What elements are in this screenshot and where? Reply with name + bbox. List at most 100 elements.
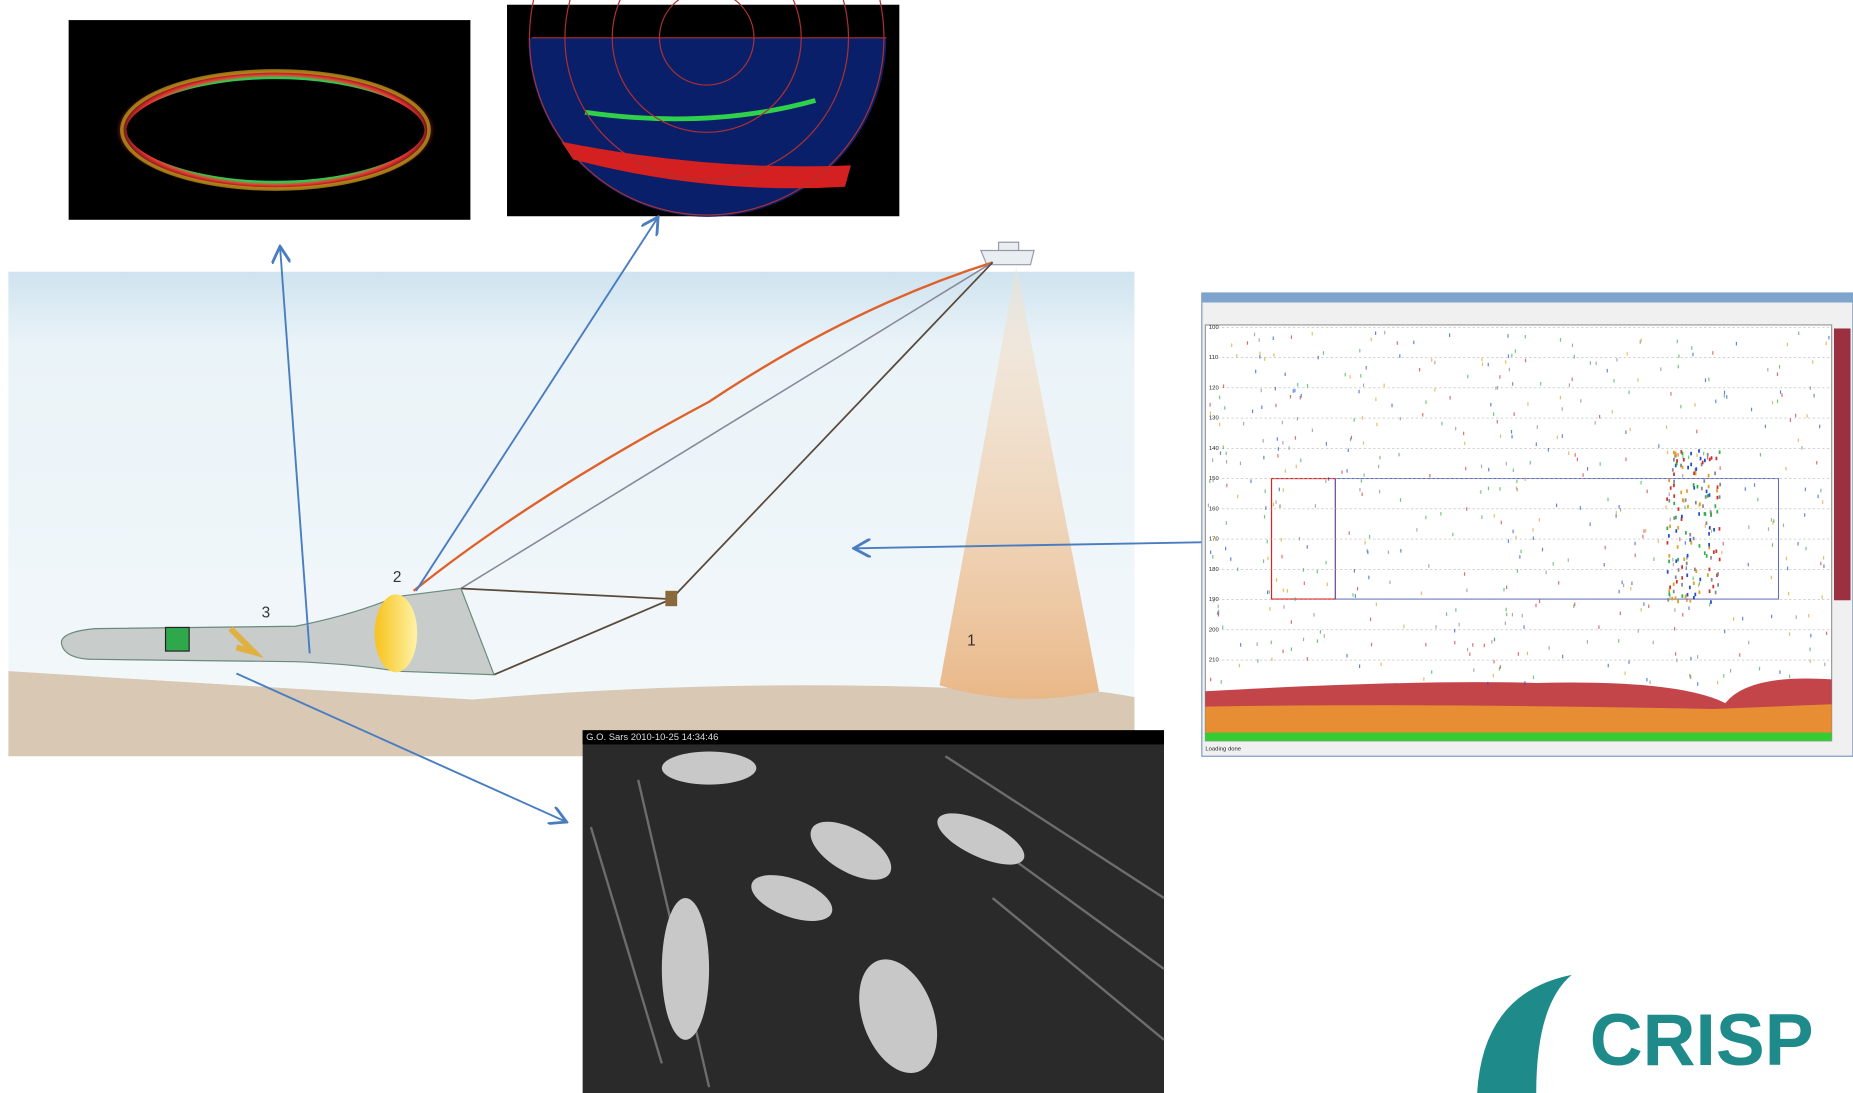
depth-label: 150 bbox=[1209, 476, 1220, 482]
depth-label: 200 bbox=[1209, 627, 1220, 633]
echo-speckle bbox=[1695, 467, 1697, 471]
echo-speckle bbox=[1699, 590, 1701, 594]
echo-speckle bbox=[1399, 354, 1400, 358]
echo-speckle bbox=[1692, 353, 1693, 357]
echo-speckle bbox=[1717, 496, 1719, 500]
echo-speckle bbox=[1822, 500, 1823, 504]
echo-speckle bbox=[1689, 538, 1691, 542]
echo-speckle bbox=[1822, 595, 1823, 599]
echo-speckle bbox=[1295, 436, 1296, 440]
echo-speckle bbox=[1690, 463, 1692, 467]
echo-speckle bbox=[1676, 459, 1678, 463]
echo-speckle bbox=[1273, 353, 1274, 357]
echo-speckle bbox=[1711, 456, 1713, 460]
echo-speckle bbox=[1259, 352, 1260, 356]
echo-speckle bbox=[1511, 435, 1512, 439]
echo-speckle bbox=[1673, 590, 1675, 594]
echo-speckle bbox=[1497, 386, 1498, 390]
echo-speckle bbox=[1307, 545, 1308, 549]
echo-speckle bbox=[1620, 508, 1621, 512]
echo-speckle bbox=[1481, 465, 1482, 469]
echo-speckle bbox=[1466, 589, 1467, 593]
echo-speckle bbox=[1513, 530, 1514, 534]
echo-speckle bbox=[1230, 557, 1231, 561]
echo-speckle bbox=[1389, 581, 1390, 585]
echo-speckle bbox=[1607, 369, 1608, 373]
echo-speckle bbox=[1706, 490, 1708, 494]
depth-label: 170 bbox=[1209, 537, 1220, 543]
echo-speckle bbox=[1669, 525, 1671, 529]
echo-speckle bbox=[1691, 346, 1692, 350]
echo-speckle bbox=[1490, 403, 1491, 407]
echo-speckle bbox=[1434, 388, 1435, 392]
echo-speckle bbox=[1368, 576, 1369, 580]
echo-speckle bbox=[1391, 404, 1392, 408]
echo-speckle bbox=[1742, 617, 1743, 621]
echo-speckle bbox=[1704, 551, 1706, 555]
echo-speckle bbox=[1363, 384, 1364, 388]
echo-speckle bbox=[1527, 652, 1528, 656]
echo-speckle bbox=[1695, 501, 1697, 505]
echo-speckle bbox=[1522, 614, 1523, 618]
echo-speckle bbox=[1666, 497, 1668, 501]
echo-speckle bbox=[1595, 421, 1596, 425]
echo-speckle bbox=[1540, 382, 1541, 386]
echo-speckle bbox=[1590, 361, 1591, 365]
echo-speckle bbox=[1708, 378, 1709, 382]
echo-speckle bbox=[1688, 606, 1689, 610]
echo-speckle bbox=[1637, 378, 1638, 382]
echo-speckle bbox=[1693, 581, 1695, 585]
echo-speckle bbox=[1686, 573, 1688, 577]
echo-speckle bbox=[1218, 613, 1219, 617]
echo-speckle bbox=[1599, 415, 1600, 419]
echo-speckle bbox=[1719, 558, 1721, 562]
echo-speckle bbox=[1364, 473, 1365, 477]
echo-speckle bbox=[1291, 647, 1292, 651]
echo-speckle bbox=[1760, 453, 1761, 457]
echo-speckle bbox=[1715, 400, 1716, 404]
echo-speckle bbox=[1623, 584, 1624, 588]
echo-speckle bbox=[1279, 488, 1280, 492]
echo-speckle bbox=[1362, 493, 1363, 497]
echo-speckle bbox=[1506, 608, 1507, 612]
net-mouth bbox=[375, 594, 418, 672]
echo-speckle bbox=[1423, 677, 1424, 681]
echo-speckle bbox=[1673, 563, 1674, 567]
echo-speckle bbox=[1282, 441, 1283, 445]
echo-speckle bbox=[1607, 498, 1608, 502]
echo-speckle bbox=[1208, 504, 1209, 508]
echo-speckle bbox=[1685, 498, 1687, 502]
echo-speckle bbox=[1789, 632, 1790, 636]
echo-speckle bbox=[1257, 642, 1258, 646]
echo-speckle bbox=[1748, 563, 1749, 567]
echo-speckle bbox=[1726, 395, 1727, 399]
echo-speckle bbox=[1666, 526, 1668, 530]
echo-speckle bbox=[1807, 414, 1808, 418]
echo-speckle bbox=[1254, 333, 1255, 337]
echo-speckle bbox=[1263, 559, 1264, 563]
echo-speckle bbox=[1680, 405, 1681, 409]
echo-speckle bbox=[1473, 668, 1474, 672]
echo-speckle bbox=[1425, 643, 1426, 647]
echo-speckle bbox=[1709, 589, 1711, 593]
echo-speckle bbox=[1693, 537, 1695, 541]
echo-speckle bbox=[1281, 538, 1282, 542]
echo-speckle bbox=[1711, 530, 1712, 534]
echo-speckle bbox=[1671, 597, 1673, 601]
echo-speckle bbox=[1312, 332, 1313, 336]
echo-speckle bbox=[1548, 448, 1549, 452]
echo-speckle bbox=[1276, 500, 1277, 504]
echo-speckle bbox=[1719, 450, 1721, 454]
echo-speckle bbox=[1517, 569, 1518, 573]
echo-speckle bbox=[1449, 333, 1450, 337]
echo-speckle bbox=[1285, 373, 1286, 377]
echo-speckle bbox=[1494, 638, 1495, 642]
echo-speckle bbox=[1608, 664, 1609, 668]
echo-speckle bbox=[1362, 416, 1363, 420]
echo-speckle bbox=[1668, 560, 1670, 564]
echo-speckle bbox=[1209, 479, 1210, 483]
echo-speckle bbox=[1259, 338, 1260, 342]
echo-speckle bbox=[1454, 641, 1455, 645]
echo-speckle bbox=[1348, 448, 1349, 452]
echo-speckle bbox=[1369, 535, 1370, 539]
